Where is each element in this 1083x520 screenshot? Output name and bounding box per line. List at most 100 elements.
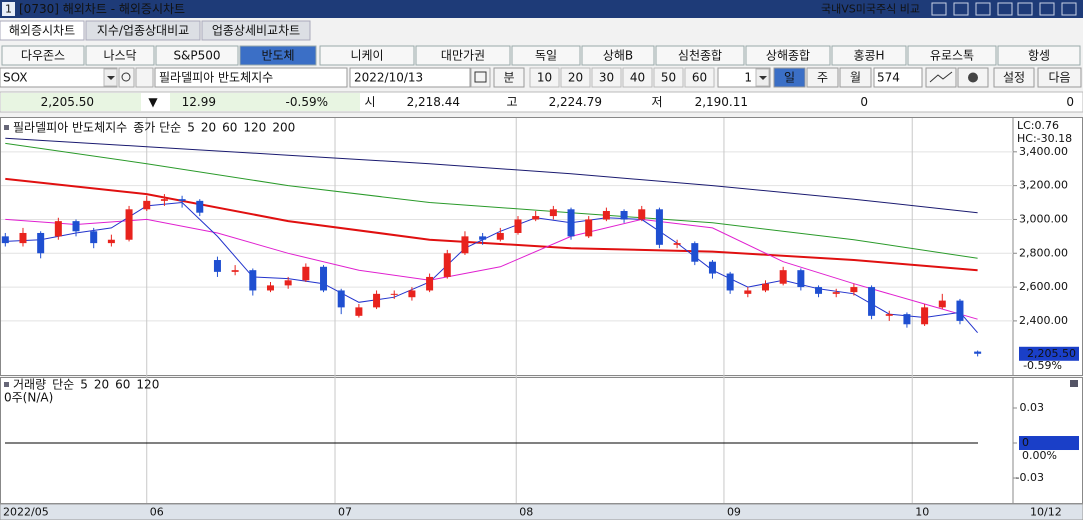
minute-option[interactable] xyxy=(591,67,622,88)
search-icon xyxy=(121,72,131,82)
period-label[interactable]: 월 xyxy=(850,71,861,85)
window-button[interactable] xyxy=(931,2,947,16)
minute-option-label[interactable]: 60 xyxy=(692,71,707,85)
index-button[interactable] xyxy=(239,45,317,66)
window-button[interactable] xyxy=(997,2,1013,16)
candle-body xyxy=(691,243,699,262)
index-button-label[interactable]: 유로스톡 xyxy=(930,49,974,63)
price: 2,205.50 xyxy=(41,95,94,109)
index-button-label[interactable]: 심천종합 xyxy=(678,48,722,63)
tab-label[interactable]: 지수/업종상대비교 xyxy=(97,24,189,38)
index-button-label[interactable]: S&P500 xyxy=(173,49,220,63)
candle-body xyxy=(355,307,363,316)
minute-option-label[interactable]: 30 xyxy=(599,71,614,85)
minute-button[interactable] xyxy=(493,67,525,88)
count[interactable]: 1 xyxy=(744,71,752,85)
index-button[interactable] xyxy=(745,45,831,66)
candle-body xyxy=(673,243,681,245)
index-button-label[interactable]: 독일 xyxy=(535,49,557,63)
index-button[interactable] xyxy=(655,45,745,66)
next-button[interactable] xyxy=(1037,67,1082,88)
tab-label[interactable]: 업종상세비교차트 xyxy=(212,24,300,38)
index-button[interactable] xyxy=(907,45,997,66)
minute-option[interactable] xyxy=(684,67,715,88)
index-button[interactable] xyxy=(319,45,415,66)
candle-body xyxy=(37,232,45,254)
candle-body xyxy=(19,232,27,244)
index-button[interactable] xyxy=(155,45,239,66)
tab-label[interactable]: 해외증시차트 xyxy=(9,24,75,38)
index-button-label[interactable]: 상해종합 xyxy=(766,49,810,63)
index-button-label[interactable]: 다우존스 xyxy=(21,49,65,63)
window-button[interactable] xyxy=(953,2,969,16)
index-button-label[interactable]: 니케이 xyxy=(350,49,383,63)
pane-menu xyxy=(1070,380,1078,387)
index-button-label[interactable]: 나스닥 xyxy=(103,49,136,63)
index-button[interactable] xyxy=(85,45,155,66)
period-label[interactable]: 주 xyxy=(817,71,828,85)
period-button[interactable] xyxy=(839,67,872,88)
window-button[interactable] xyxy=(1039,2,1055,16)
date[interactable]: 2022/10/13 xyxy=(354,71,423,85)
settings-button[interactable] xyxy=(993,67,1035,88)
index-button[interactable] xyxy=(415,45,511,66)
minute-option[interactable] xyxy=(653,67,684,88)
index-button[interactable] xyxy=(997,45,1081,66)
candle-body xyxy=(249,270,257,291)
minute-label[interactable]: 분 xyxy=(503,71,514,85)
compare-link[interactable]: 국내VS미국주식 비교 xyxy=(821,3,920,16)
index-button[interactable] xyxy=(511,45,581,66)
index-button-label[interactable]: 반도체 xyxy=(261,49,294,63)
candle-body xyxy=(815,287,823,294)
date-input[interactable] xyxy=(349,67,471,88)
next-label[interactable]: 다음 xyxy=(1048,71,1070,85)
settings-label[interactable]: 설정 xyxy=(1003,71,1025,85)
candle-body xyxy=(160,199,168,201)
candle-body xyxy=(1,236,9,244)
index-button-label[interactable]: 홍콩H xyxy=(853,49,884,63)
legend-entry: 120 xyxy=(136,378,159,392)
name-field xyxy=(154,67,348,88)
option-button[interactable] xyxy=(135,67,154,88)
window-button[interactable] xyxy=(1017,2,1033,16)
minute-option-label[interactable]: 40 xyxy=(630,71,645,85)
minute-option-label[interactable]: 50 xyxy=(661,71,676,85)
index-button[interactable] xyxy=(581,45,655,66)
window-button[interactable] xyxy=(1061,2,1077,16)
price-cell xyxy=(1,93,141,111)
tab[interactable] xyxy=(201,20,311,41)
minute-option[interactable] xyxy=(560,67,591,88)
tab[interactable] xyxy=(0,20,85,41)
period-button[interactable] xyxy=(773,67,806,88)
candle-body xyxy=(761,283,769,291)
calendar-button[interactable] xyxy=(470,67,491,88)
window-button[interactable] xyxy=(975,2,991,16)
candle-body xyxy=(231,270,239,272)
legend-entry: 5 xyxy=(187,121,195,135)
minute-option-label[interactable]: 20 xyxy=(568,71,583,85)
index-button[interactable] xyxy=(1,45,85,66)
last-change-label: -0.59% xyxy=(1023,359,1062,372)
tab[interactable] xyxy=(85,20,201,41)
minute-option[interactable] xyxy=(529,67,560,88)
symbol[interactable]: SOX xyxy=(3,71,28,85)
index-button-label[interactable]: 상해B xyxy=(603,49,633,63)
candle-body xyxy=(655,209,663,245)
period-label[interactable]: 일 xyxy=(784,71,795,85)
bar-count-input[interactable] xyxy=(873,67,923,88)
index-button[interactable] xyxy=(831,45,907,66)
period-button[interactable] xyxy=(806,67,839,88)
minute-option-label[interactable]: 10 xyxy=(537,71,552,85)
candle-body xyxy=(107,239,115,244)
search-button[interactable] xyxy=(118,67,135,88)
low: 2,190.11 xyxy=(695,95,748,109)
bar-count[interactable]: 574 xyxy=(877,71,900,85)
x-axis-band xyxy=(0,503,1083,520)
candle-body xyxy=(585,219,593,237)
index-button-label[interactable]: 대만가권 xyxy=(441,49,485,63)
high: 2,224.79 xyxy=(549,95,602,109)
candle-body xyxy=(284,280,292,286)
minute-option[interactable] xyxy=(622,67,653,88)
open-label: 시 xyxy=(364,95,375,109)
index-button-label[interactable]: 항셍 xyxy=(1028,49,1050,63)
